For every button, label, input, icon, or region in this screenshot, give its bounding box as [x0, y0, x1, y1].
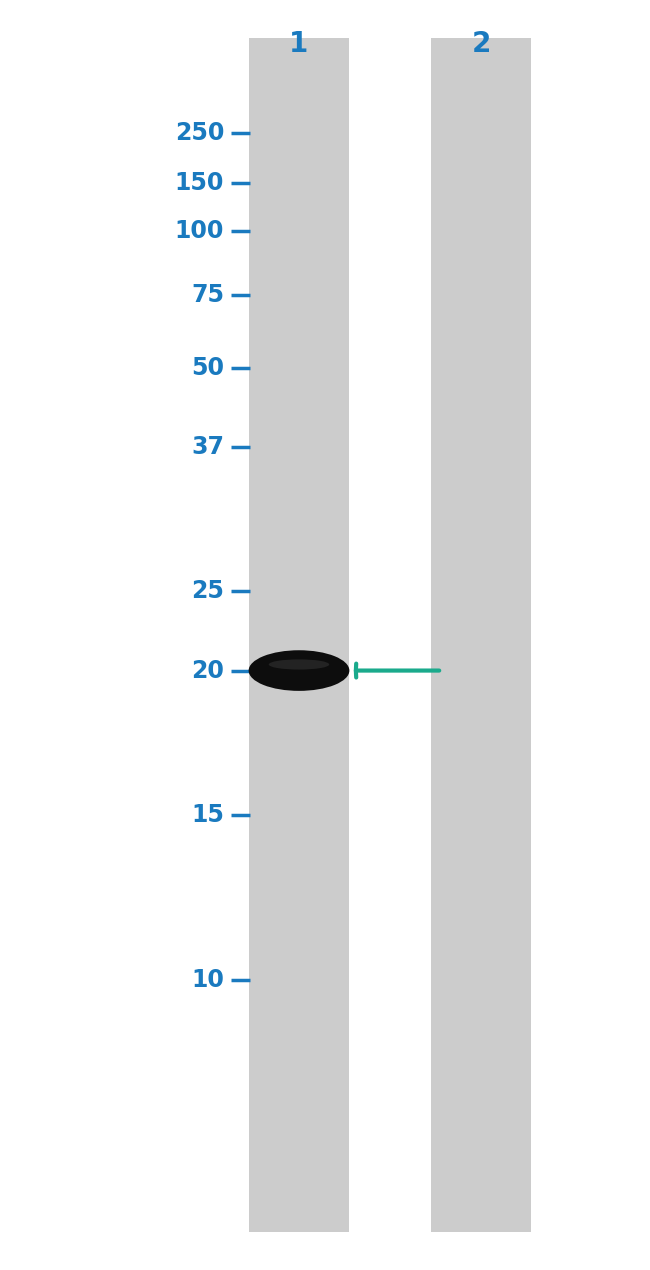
Text: 10: 10: [191, 969, 224, 992]
Text: 37: 37: [191, 436, 224, 458]
Text: 15: 15: [191, 804, 224, 827]
Text: 75: 75: [191, 283, 224, 306]
Bar: [248, 38, 350, 1232]
Text: 50: 50: [191, 357, 224, 380]
Text: 1: 1: [289, 30, 309, 58]
Text: 100: 100: [175, 220, 224, 243]
Ellipse shape: [248, 650, 350, 691]
Text: 20: 20: [191, 659, 224, 682]
Text: 250: 250: [175, 122, 224, 145]
Bar: [430, 38, 532, 1232]
Ellipse shape: [269, 659, 330, 669]
Text: 150: 150: [175, 171, 224, 194]
Text: 25: 25: [191, 579, 224, 602]
Text: 2: 2: [471, 30, 491, 58]
